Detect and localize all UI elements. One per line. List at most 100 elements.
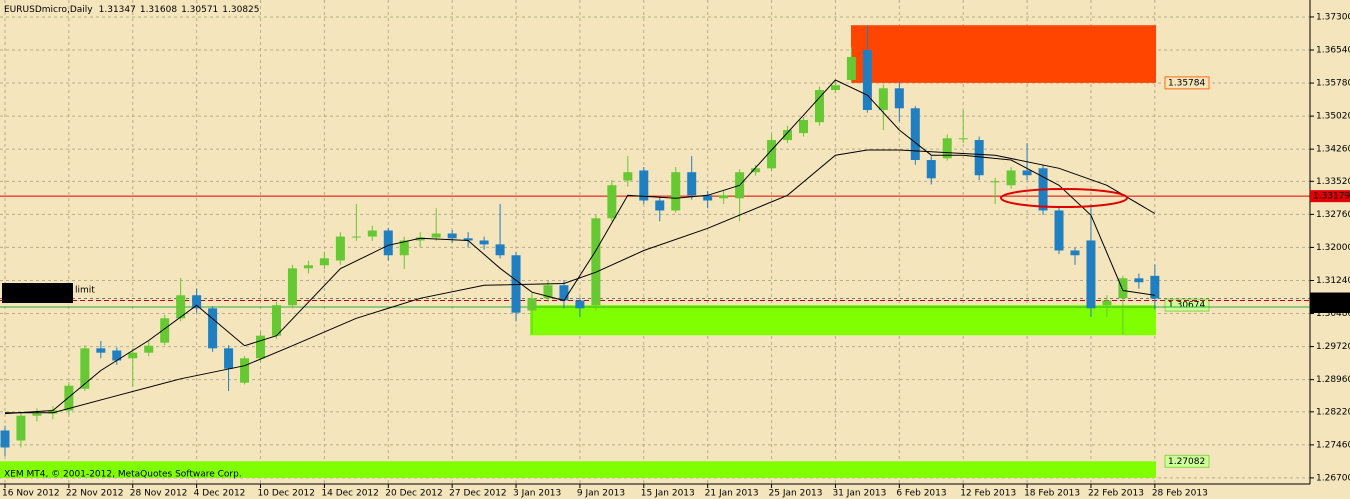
candle-body	[128, 352, 138, 359]
candle-body	[767, 140, 777, 169]
candle-body	[511, 255, 521, 313]
x-tick-label: 4 Dec 2012	[194, 489, 246, 499]
price-label: 1.30825	[1313, 294, 1350, 304]
candle-body	[271, 305, 281, 336]
x-tick-label: 3 Jan 2013	[513, 489, 561, 499]
candle-body	[575, 300, 585, 309]
order-box	[2, 283, 73, 303]
x-tick-label: 15 Jan 2013	[641, 489, 695, 499]
x-tick-label: 22 Feb 2013	[1088, 489, 1144, 499]
candle-body	[287, 268, 297, 306]
x-tick-label: 31 Jan 2013	[832, 489, 886, 499]
x-tick-label: 28 Feb 2013	[1152, 489, 1208, 499]
x-tick-label: 18 Feb 2013	[1024, 489, 1080, 499]
candle-body	[112, 350, 122, 361]
candle-body	[942, 138, 952, 159]
y-tick-label: 1.27460	[1316, 440, 1350, 450]
candle-body	[303, 265, 313, 269]
candle-body	[335, 236, 345, 261]
candle-body	[224, 348, 234, 369]
candle-body	[655, 200, 665, 211]
candle-body	[623, 172, 633, 181]
zone	[530, 305, 1156, 336]
axis-labels: 1.37300 1.36540 1.35780 1.35020 1.34260 1.335…	[2, 12, 1350, 499]
copyright: XEM MT4, © 2001-2012, MetaQuotes Softwar…	[4, 470, 242, 480]
x-tick-label: 21 Jan 2013	[705, 489, 759, 499]
candle-body	[351, 236, 361, 238]
candle-body	[799, 120, 808, 134]
candle-body	[543, 285, 553, 299]
y-tick-label: 1.28220	[1316, 407, 1350, 417]
y-tick-label: 1.29720	[1316, 342, 1350, 352]
candle-body	[32, 413, 42, 416]
candle-body	[192, 295, 202, 309]
x-tick-label: 20 Dec 2012	[385, 489, 443, 499]
zones: 1.35784 1.30674 1.27082	[0, 25, 1210, 478]
zone	[0, 461, 1156, 478]
candle-body	[479, 240, 489, 245]
x-tick-label: 14 Dec 2012	[321, 489, 379, 499]
moving-averages	[4, 79, 1156, 415]
low-value: 1.30571	[181, 5, 218, 15]
candle-body	[1102, 300, 1112, 306]
candle-body	[878, 88, 888, 111]
candle-body	[862, 50, 872, 111]
y-tick-label: 1.26700	[1316, 473, 1350, 483]
candle-body	[447, 233, 457, 239]
x-tick-label: 28 Nov 2012	[130, 489, 188, 499]
x-tick-label: 12 Feb 2013	[960, 489, 1016, 499]
close-value: 1.30825	[222, 5, 259, 15]
candle-body	[16, 415, 26, 441]
candle-body	[208, 308, 218, 349]
candle-body	[1054, 210, 1064, 251]
candle-body	[1006, 170, 1016, 186]
candle-body	[383, 230, 393, 256]
order-label: limit	[75, 286, 95, 296]
candle-body	[639, 170, 649, 201]
candle-body	[814, 90, 824, 123]
high-value: 1.31608	[140, 5, 177, 15]
zone-label-box	[1164, 298, 1210, 312]
price-label-box	[1310, 190, 1350, 203]
candle-body	[926, 160, 936, 179]
annotation-ellipse	[1000, 188, 1128, 208]
moving-average	[4, 79, 1155, 415]
candle-body	[463, 238, 473, 241]
candle-body	[319, 258, 329, 266]
price-label-box	[1310, 292, 1350, 305]
x-tick-label: 10 Dec 2012	[258, 489, 316, 499]
candle-body	[399, 240, 409, 256]
candle-body	[1118, 278, 1128, 299]
candle-body	[846, 56, 856, 81]
candle-body	[1022, 170, 1032, 176]
candle-body	[240, 358, 250, 383]
candle-body	[958, 138, 968, 140]
moving-average	[5, 149, 1156, 414]
candle-body	[527, 298, 537, 311]
symbol: EURUSDmicro,Daily	[4, 5, 93, 15]
zone-label: 1.27082	[1168, 457, 1205, 467]
y-tick-label: 1.32760	[1316, 210, 1350, 220]
candle-body	[367, 230, 377, 237]
zone-label-box	[1164, 454, 1210, 468]
x-tick-label: 22 Nov 2012	[66, 489, 124, 499]
price-label: 1.3063	[1313, 303, 1345, 313]
candle-body	[415, 237, 425, 241]
candle-body	[830, 85, 840, 91]
candle-body	[64, 385, 74, 411]
candle-body	[703, 195, 713, 201]
candle-body	[719, 195, 729, 199]
y-tick-label: 1.36540	[1316, 46, 1350, 56]
candle-body	[607, 185, 617, 219]
zone-label: 1.30674	[1168, 301, 1205, 311]
candle-body	[80, 348, 90, 389]
x-tick-label: 9 Jan 2013	[577, 489, 625, 499]
y-tick-label: 1.31240	[1316, 276, 1350, 286]
candle-body	[144, 345, 154, 353]
candle-body	[1070, 250, 1080, 256]
x-tick-label: 25 Jan 2013	[769, 489, 823, 499]
y-tick-label: 1.32000	[1316, 243, 1350, 253]
candle-body	[256, 335, 266, 359]
candle-body	[1150, 275, 1160, 299]
candle-body	[751, 168, 761, 173]
